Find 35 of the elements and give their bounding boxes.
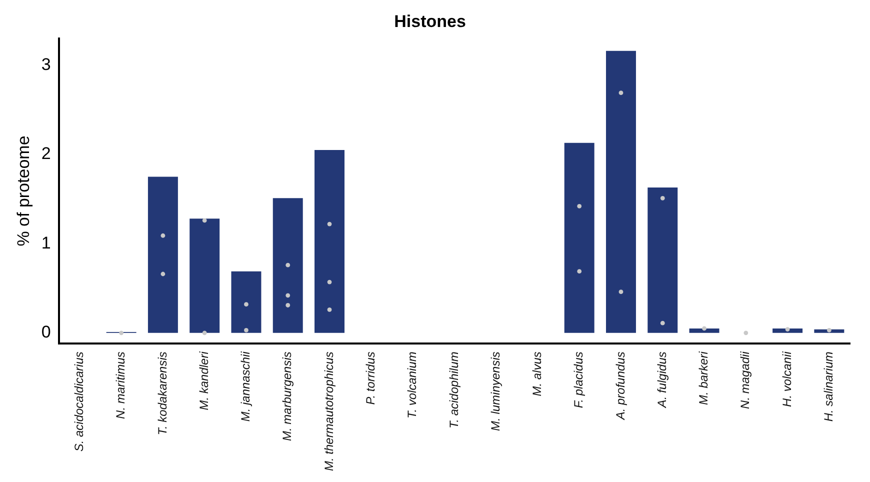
- bar: [648, 187, 678, 333]
- x-tick-label: M. marburgensis: [280, 352, 294, 441]
- bar: [606, 50, 636, 333]
- y-tick-label: 1: [41, 233, 51, 252]
- bar: [272, 198, 303, 333]
- y-tick-label: 3: [41, 54, 51, 74]
- x-tick-label: M. thermautotrophicus: [322, 352, 336, 472]
- x-tick-label: M. luminyensis: [488, 352, 502, 431]
- x-tick-label: T. acidophilum: [446, 352, 461, 429]
- x-tick-label: P. torridus: [363, 352, 378, 405]
- x-tick-label: A. fulgidus: [654, 352, 669, 409]
- bar: [689, 328, 720, 333]
- x-tick-label: F. placidus: [572, 352, 586, 408]
- bar: [231, 271, 262, 333]
- bar: [772, 328, 803, 333]
- x-tick-label: M. kandleri: [196, 351, 211, 410]
- bar: [314, 150, 344, 333]
- x-tick-label: T. volcanium: [405, 352, 420, 419]
- chart-title: Histones: [394, 12, 466, 31]
- bar: [148, 176, 178, 333]
- y-tick-label: 0: [41, 322, 51, 342]
- x-tick-label: N. magadii: [738, 351, 752, 409]
- bar: [190, 218, 220, 333]
- x-tick-label: M. alvus: [530, 352, 544, 396]
- x-tick-label: M. jannaschii: [238, 351, 253, 422]
- x-tick-label: H. salinarium: [822, 352, 836, 422]
- x-tick-label: A. profundus: [613, 352, 628, 421]
- bar: [564, 142, 594, 333]
- x-tick-label: T. kodakarensis: [155, 352, 170, 436]
- x-tick-label: S. acidocaldicarius: [72, 352, 86, 452]
- y-tick-label: 2: [41, 144, 51, 164]
- x-tick-label: N. maritimus: [114, 352, 128, 419]
- x-tick-label: M. barkeri: [696, 351, 711, 405]
- y-axis-title: % of proteome: [14, 136, 33, 246]
- x-tick-label: H. volcanii: [780, 351, 794, 407]
